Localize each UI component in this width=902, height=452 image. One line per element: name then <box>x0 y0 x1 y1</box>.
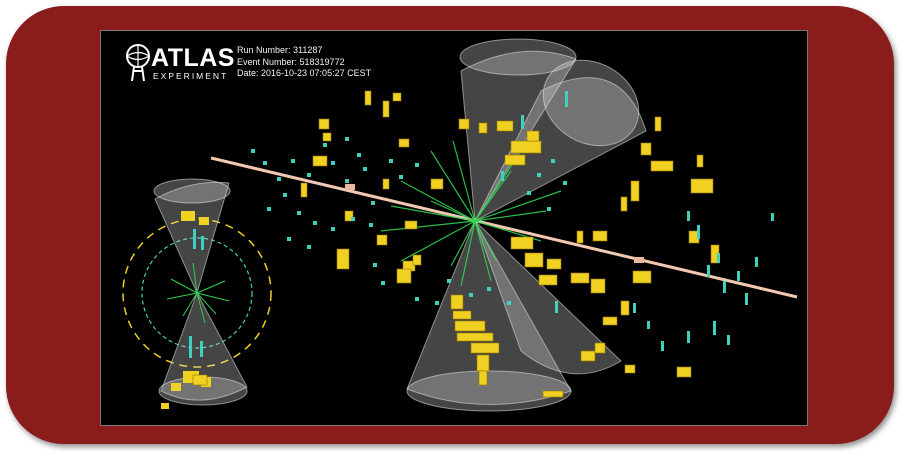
transverse-cone-top-rim <box>153 178 231 204</box>
transverse-ring <box>122 218 272 368</box>
jet-cone-upper-rim <box>459 38 577 76</box>
atlas-logo: ATLAS EXPERIMENT <box>125 41 234 87</box>
beam-axis <box>210 156 798 299</box>
transverse-cone-bottom <box>160 291 248 401</box>
transverse-hits <box>189 229 204 358</box>
calorimeter-cells <box>192 90 720 398</box>
tracks <box>380 140 562 287</box>
beam-marker <box>634 257 644 263</box>
atlas-figure-icon <box>126 44 150 82</box>
run-number: Run Number: 311287 <box>237 45 323 55</box>
logo-subtitle: EXPERIMENT <box>153 71 229 81</box>
beam-marker <box>345 184 355 190</box>
event-date: Date: 2016-10-23 07:05:27 CEST <box>237 68 372 78</box>
jet-cone-lower-right <box>474 220 622 375</box>
transverse-ring <box>141 237 253 349</box>
jet-cone-upper-right-rim <box>542 59 640 147</box>
jet-cones <box>406 38 647 412</box>
logo-wordmark: ATLAS <box>151 44 235 72</box>
jet-cone-upper-right <box>473 77 647 223</box>
event-display-scene <box>122 38 798 412</box>
tracker-hits <box>251 91 774 351</box>
transverse-view <box>122 178 272 409</box>
event-info: Run Number: 311287 Event Number: 5183197… <box>237 45 371 80</box>
transverse-cone-top <box>154 181 230 295</box>
transverse-tracks <box>166 262 230 324</box>
event-display: ATLAS EXPERIMENT Run Number: 311287 Even… <box>100 30 808 426</box>
event-number: Event Number: 518319772 <box>237 56 345 67</box>
